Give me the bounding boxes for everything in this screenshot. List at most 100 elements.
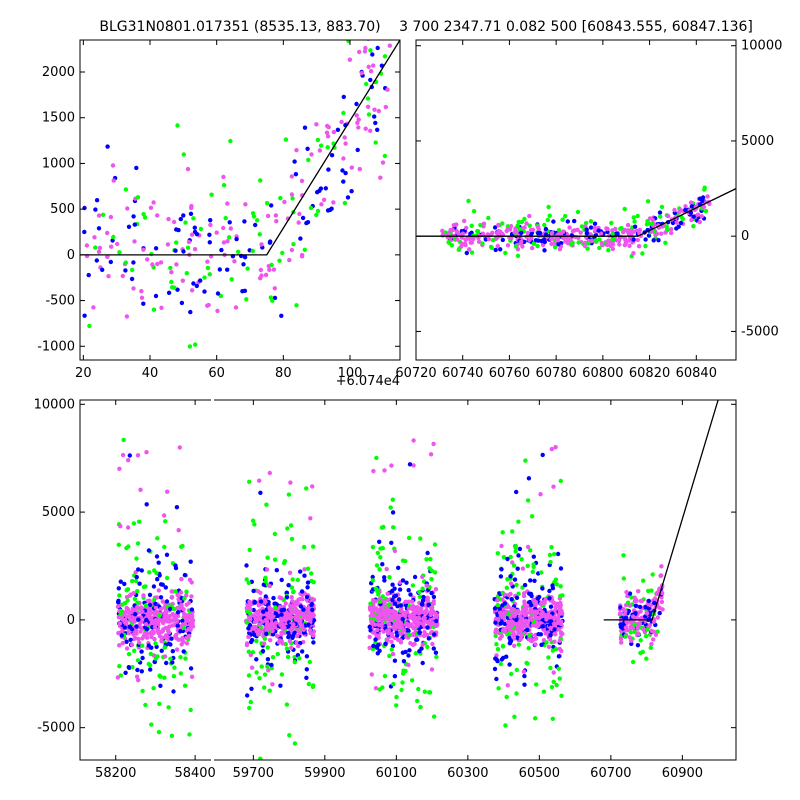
data-point bbox=[408, 622, 413, 627]
data-point bbox=[678, 208, 683, 213]
data-point bbox=[546, 644, 552, 649]
data-point bbox=[135, 667, 140, 673]
data-point bbox=[644, 611, 650, 616]
data-point bbox=[537, 230, 543, 236]
data-point bbox=[181, 649, 186, 654]
data-point bbox=[318, 143, 324, 148]
data-point bbox=[135, 541, 141, 546]
data-point bbox=[553, 445, 558, 450]
data-point bbox=[229, 277, 234, 282]
data-point bbox=[378, 599, 383, 604]
data-point bbox=[289, 247, 295, 253]
data-point bbox=[270, 682, 275, 687]
data-point bbox=[390, 497, 395, 502]
data-point bbox=[509, 619, 514, 624]
data-point bbox=[393, 626, 398, 631]
data-point bbox=[184, 617, 189, 623]
data-point bbox=[139, 605, 144, 610]
data-point bbox=[288, 480, 293, 485]
data-point bbox=[289, 645, 294, 651]
data-point bbox=[413, 651, 418, 656]
data-point bbox=[399, 625, 404, 630]
data-point bbox=[124, 639, 129, 644]
data-point bbox=[492, 225, 498, 230]
data-point bbox=[116, 586, 122, 591]
data-point bbox=[141, 301, 146, 306]
data-point bbox=[252, 600, 257, 605]
data-point bbox=[252, 620, 258, 625]
data-point bbox=[506, 612, 511, 617]
data-point bbox=[290, 635, 295, 640]
data-point bbox=[396, 597, 402, 602]
data-point bbox=[134, 165, 139, 171]
data-point bbox=[286, 492, 292, 497]
data-point bbox=[646, 598, 651, 604]
data-point bbox=[548, 559, 553, 565]
data-point bbox=[641, 578, 646, 583]
data-point bbox=[270, 628, 275, 634]
data-point bbox=[158, 674, 163, 679]
data-point bbox=[411, 438, 416, 443]
data-point bbox=[522, 605, 527, 610]
data-point bbox=[130, 578, 135, 584]
data-point bbox=[188, 309, 193, 315]
data-point bbox=[164, 575, 170, 581]
data-point bbox=[258, 267, 264, 273]
x-tick-label: 60100 bbox=[376, 766, 417, 781]
data-point bbox=[250, 211, 256, 216]
data-point bbox=[664, 227, 670, 232]
data-point bbox=[156, 560, 161, 565]
data-point bbox=[165, 242, 171, 247]
data-point bbox=[500, 643, 506, 649]
data-point bbox=[178, 671, 183, 676]
data-point bbox=[365, 96, 371, 101]
data-point bbox=[537, 607, 543, 612]
data-point bbox=[376, 108, 381, 114]
data-point bbox=[514, 626, 519, 632]
data-point bbox=[305, 585, 310, 590]
data-point bbox=[424, 583, 429, 588]
data-point bbox=[295, 602, 300, 607]
data-point bbox=[96, 249, 102, 254]
data-point bbox=[284, 590, 289, 595]
data-point bbox=[389, 540, 394, 545]
data-point bbox=[561, 229, 566, 234]
data-point bbox=[152, 597, 157, 603]
data-point bbox=[194, 283, 199, 289]
data-point bbox=[207, 240, 212, 245]
data-point bbox=[619, 640, 624, 645]
data-point bbox=[242, 255, 248, 260]
data-point bbox=[159, 305, 164, 310]
data-point bbox=[492, 666, 498, 672]
data-point bbox=[623, 625, 629, 630]
data-point bbox=[94, 198, 100, 203]
data-point bbox=[503, 723, 508, 728]
data-point bbox=[221, 240, 227, 245]
data-point bbox=[623, 238, 628, 243]
data-point bbox=[151, 630, 156, 635]
data-point bbox=[153, 641, 158, 646]
data-point bbox=[357, 49, 362, 55]
data-point bbox=[529, 602, 534, 608]
data-point bbox=[122, 601, 128, 606]
data-point bbox=[177, 445, 182, 450]
data-point bbox=[148, 602, 153, 608]
data-point bbox=[367, 624, 372, 630]
data-point bbox=[400, 558, 406, 563]
data-point bbox=[521, 593, 527, 599]
data-point bbox=[606, 248, 611, 253]
data-point bbox=[618, 624, 624, 630]
data-point bbox=[97, 245, 103, 251]
data-point bbox=[166, 216, 171, 222]
data-point bbox=[499, 567, 504, 572]
data-point bbox=[127, 453, 132, 458]
data-point bbox=[567, 225, 572, 230]
data-point bbox=[502, 610, 507, 615]
data-point bbox=[657, 214, 663, 219]
data-point bbox=[654, 591, 659, 596]
data-point bbox=[407, 648, 412, 653]
data-point bbox=[242, 288, 248, 293]
data-point bbox=[144, 627, 150, 632]
data-point bbox=[605, 226, 610, 232]
data-point bbox=[178, 216, 183, 222]
